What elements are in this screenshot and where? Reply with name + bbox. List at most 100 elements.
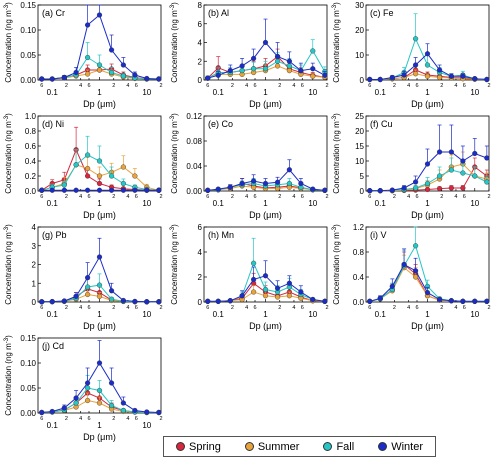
data-point — [96, 12, 103, 18]
data-point — [286, 167, 292, 173]
data-point — [448, 149, 454, 155]
y-tick-label: 15 — [355, 142, 364, 151]
x-axis-label: Dp (μm) — [249, 210, 282, 220]
y-tick-label: 8 — [198, 1, 203, 10]
panel-label: (a) Cr — [42, 8, 65, 18]
x-tick-label: 4 — [126, 194, 129, 200]
x-tick-label: 6 — [415, 83, 418, 89]
x-tick-label: 2 — [159, 305, 162, 311]
data-point — [120, 180, 126, 187]
data-point — [460, 170, 466, 176]
data-point — [84, 173, 91, 179]
data-point — [120, 407, 126, 414]
x-tick-label: 0.1 — [47, 199, 59, 208]
data-point — [286, 68, 292, 74]
x-tick-label: 2 — [440, 194, 443, 200]
data-point — [424, 161, 431, 167]
legend-marker — [323, 442, 333, 451]
data-point — [310, 186, 316, 192]
x-tick-label: 6 — [253, 83, 256, 89]
data-point — [108, 380, 115, 386]
x-tick-label: 6 — [463, 305, 466, 311]
data-point — [84, 380, 91, 386]
data-point — [120, 400, 126, 406]
series-winter — [205, 18, 328, 81]
data-point — [401, 72, 407, 78]
data-point — [286, 58, 292, 64]
x-tick-label: 10 — [142, 199, 151, 208]
y-tick-label: 20 — [355, 127, 364, 136]
data-point — [424, 290, 431, 296]
data-point — [84, 54, 91, 61]
data-point — [49, 299, 55, 305]
data-point — [39, 409, 45, 416]
x-tick-label: 4 — [407, 194, 410, 200]
legend-marker — [378, 442, 388, 451]
data-point — [448, 298, 454, 304]
data-point — [84, 397, 91, 404]
data-point — [215, 186, 221, 192]
data-point — [436, 74, 443, 81]
data-point — [156, 187, 162, 193]
x-tick-label: 4 — [126, 305, 129, 311]
x-tick-label: 10 — [308, 199, 317, 208]
x-tick-label: 2 — [159, 83, 162, 89]
data-point — [401, 185, 407, 191]
x-tick-label: 6 — [87, 416, 90, 422]
y-tick-label: 30 — [355, 1, 364, 10]
data-point — [412, 243, 419, 249]
data-point — [286, 293, 292, 299]
x-tick-label: 4 — [79, 416, 82, 422]
legend-item-winter: Winter — [378, 441, 423, 453]
x-tick-label: 2 — [159, 416, 162, 422]
x-tick-label: 2 — [65, 194, 68, 200]
series-winter — [39, 4, 162, 82]
data-point — [460, 185, 466, 191]
data-point — [436, 149, 443, 155]
series-fall — [39, 273, 162, 305]
x-tick-label: 0.1 — [213, 310, 225, 319]
data-point — [472, 150, 478, 157]
y-axis-label: Concentration (ng m-3) — [4, 224, 13, 305]
data-point — [274, 285, 281, 291]
data-point — [61, 405, 67, 411]
x-axis-label: Dp (μm) — [83, 99, 116, 109]
x-tick-label: 6 — [368, 83, 371, 89]
y-tick-label: 0 — [360, 187, 365, 196]
data-point — [484, 155, 490, 161]
data-point — [377, 188, 383, 194]
data-point — [484, 76, 490, 83]
data-point — [96, 62, 103, 68]
x-tick-label: 2 — [112, 83, 115, 89]
y-tick-label: 2 — [198, 273, 203, 282]
y-tick-label: 0 — [198, 76, 203, 85]
data-point — [84, 284, 91, 290]
x-tick-label: 10 — [470, 199, 479, 208]
x-tick-label: 4 — [292, 194, 295, 200]
x-axis-label: Dp (μm) — [411, 321, 444, 331]
x-tick-label: 0.1 — [47, 88, 59, 97]
x-tick-label: 6 — [135, 305, 138, 311]
data-point — [239, 68, 245, 74]
data-point — [250, 276, 257, 283]
x-tick-label: 2 — [487, 305, 490, 311]
x-tick-label: 6 — [206, 83, 209, 89]
data-point — [96, 254, 103, 260]
y-tick-label: 0.6 — [25, 142, 37, 151]
data-point — [262, 39, 269, 46]
x-tick-label: 10 — [470, 310, 479, 319]
y-tick-label: 0 — [32, 298, 37, 307]
data-point — [250, 55, 257, 62]
x-tick-label: 10 — [142, 421, 151, 430]
x-tick-label: 0.1 — [375, 310, 387, 319]
data-point — [132, 298, 138, 305]
y-tick-label: 0.15 — [20, 334, 36, 343]
x-tick-label: 2 — [112, 416, 115, 422]
x-tick-label: 0.1 — [47, 310, 59, 319]
data-point — [84, 291, 91, 298]
